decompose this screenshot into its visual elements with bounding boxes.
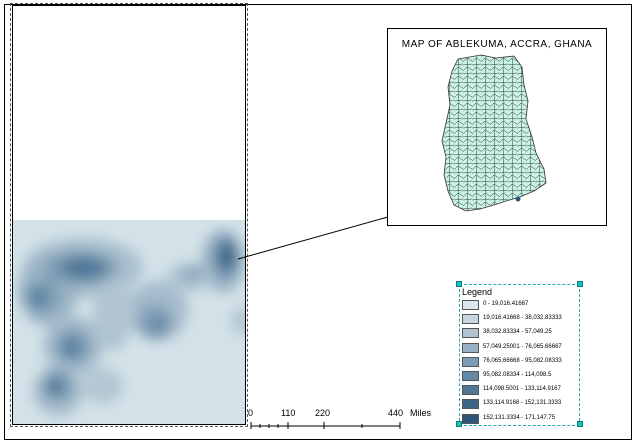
legend-label: 114,098.5001 - 133,114.9167	[483, 386, 561, 393]
legend-label: 76,065.66668 - 95,082.08333	[483, 357, 562, 364]
inset-map-frame[interactable]: MAP OF ABLEKUMA, ACCRA, GHANA	[387, 28, 607, 226]
legend-swatch	[462, 314, 479, 325]
legend-item: 152,131.3334 - 171,147.75	[462, 413, 580, 426]
legend-resize-handle-top-right[interactable]	[577, 281, 583, 287]
legend-swatch	[462, 399, 479, 410]
legend-swatch	[462, 328, 479, 339]
page-frame	[4, 4, 632, 440]
legend-swatch	[462, 300, 479, 310]
legend-swatch	[462, 371, 479, 381]
legend-label: 0 - 19,016.41667	[483, 301, 529, 307]
legend-swatch	[462, 342, 479, 353]
ghana-outline	[441, 54, 547, 212]
scale-tick-label: 440	[388, 408, 404, 418]
legend-label: 57,049.25001 - 76,065.66667	[483, 343, 562, 350]
scale-tick-label: 220	[315, 408, 331, 418]
legend-swatch	[462, 413, 479, 424]
density-blobs	[18, 229, 245, 416]
scale-bar-graphic	[250, 422, 401, 429]
legend-item: 114,098.5001 - 133,114.9167	[462, 385, 580, 397]
legend-label: 19,016.41668 - 38,032.83333	[483, 315, 562, 322]
scale-tick-label: 110	[281, 408, 296, 418]
legend-item: 95,082.08334 - 114,098.5	[462, 371, 580, 383]
legend-swatch	[462, 385, 479, 396]
legend-item: 38,032.83334 - 57,049.25	[462, 328, 580, 340]
ablekuma-marker	[515, 196, 521, 202]
main-map-frame[interactable]	[12, 5, 246, 425]
legend-label: 38,032.83334 - 57,049.25	[483, 329, 552, 336]
legend-label: 133,114.9168 - 152,131.3333	[483, 400, 562, 407]
density-map	[13, 220, 245, 424]
legend-item: 19,016.41668 - 38,032.83333	[462, 314, 580, 326]
legend-resize-handle-top-left[interactable]	[456, 281, 462, 287]
scale-unit: Miles	[410, 408, 432, 418]
scale-tick-label: 0	[248, 408, 254, 418]
legend-resize-handle-bottom-right[interactable]	[577, 421, 583, 427]
legend-item: 0 - 19,016.41667	[462, 300, 580, 312]
legend-label: 152,131.3334 - 171,147.75	[483, 414, 556, 421]
legend-title: Legend	[462, 287, 493, 297]
legend-item: 76,065.66668 - 95,082.08333	[462, 356, 580, 369]
district-boundaries	[442, 55, 546, 211]
legend[interactable]: Legend 0 - 19,016.41667 19,016.41668 - 38…	[459, 284, 580, 426]
scale-bar[interactable]: 0 110 220 440 Miles	[248, 408, 438, 432]
legend-label: 95,082.08334 - 114,098.5	[483, 372, 552, 378]
inset-title: MAP OF ABLEKUMA, ACCRA, GHANA	[401, 39, 593, 50]
legend-resize-handle-bottom-left[interactable]	[456, 421, 462, 427]
legend-item: 133,114.9168 - 152,131.3333	[462, 399, 580, 411]
legend-swatch	[462, 356, 479, 367]
legend-item: 57,049.25001 - 76,065.66667	[462, 342, 580, 355]
